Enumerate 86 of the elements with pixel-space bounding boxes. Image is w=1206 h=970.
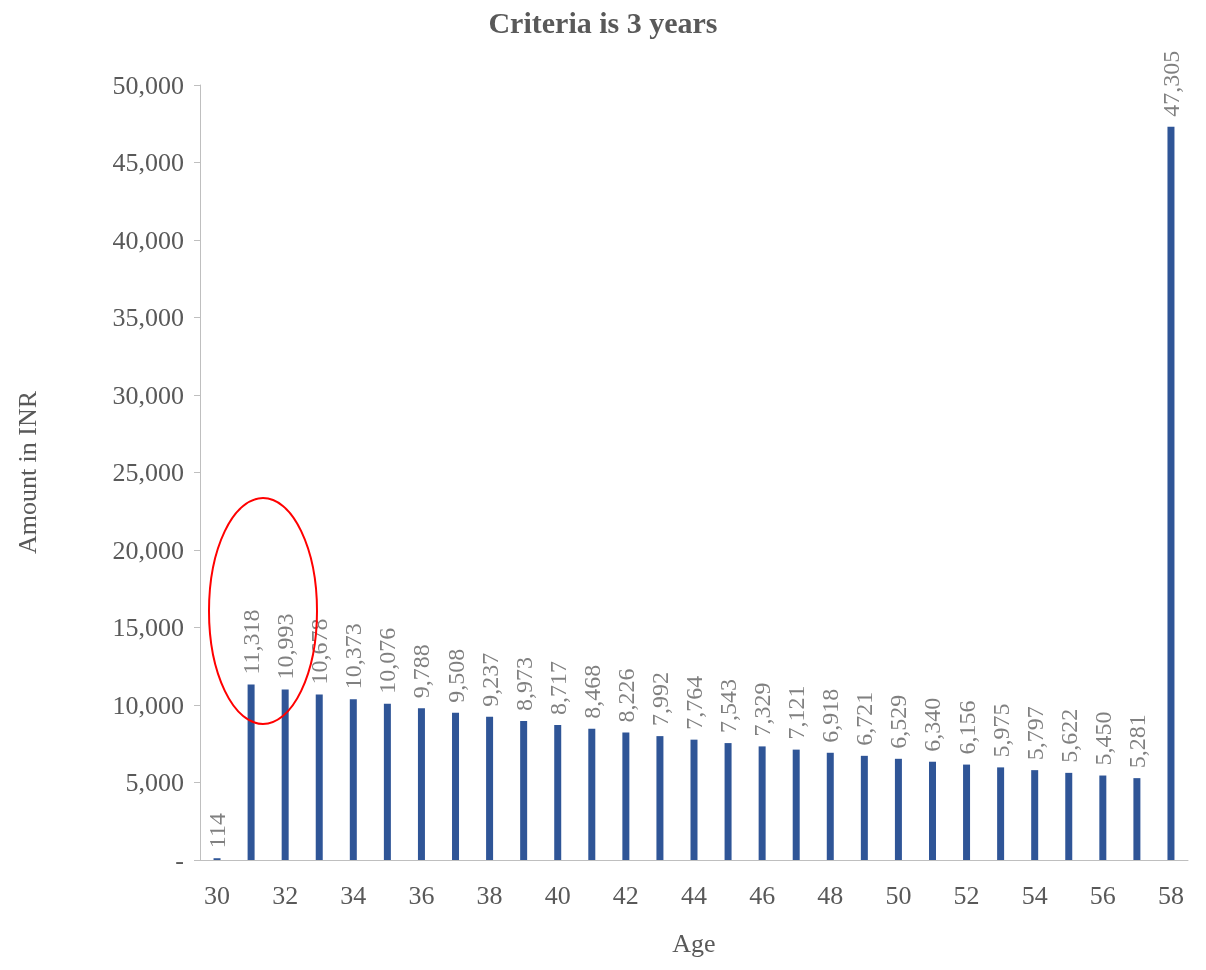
bar [690,739,698,860]
data-label: 8,468 [578,664,605,719]
bar [1167,126,1175,860]
data-label: 9,508 [442,648,469,703]
bar [315,694,323,860]
x-tick-label: 36 [408,880,435,910]
bar [894,758,902,860]
data-label: 6,529 [885,694,912,749]
data-label: 9,788 [408,644,435,699]
y-tick-label: 30,000 [112,380,184,410]
data-label: 7,992 [646,672,673,727]
data-label: 11,318 [238,609,265,675]
data-label: 10,373 [340,623,367,690]
bar [997,767,1005,860]
data-label: 8,973 [510,656,537,711]
x-tick-label: 58 [1157,880,1184,910]
y-tick-label: - [175,845,184,875]
data-label: 6,340 [919,697,946,752]
x-tick-label: 34 [340,880,367,910]
chart-title: Criteria is 3 years [488,5,718,39]
bar [417,708,425,860]
bar [724,743,732,860]
bar [656,736,664,860]
bar [758,746,766,860]
data-label: 6,918 [817,688,844,743]
data-label: 7,543 [715,679,742,734]
x-tick-label: 44 [681,880,707,910]
x-tick-label: 52 [953,880,980,910]
x-tick-label: 30 [204,880,231,910]
bar [792,749,800,860]
bar [554,724,562,860]
data-label: 10,993 [272,613,299,680]
y-tick-label: 5,000 [125,768,184,797]
data-label: 9,237 [476,652,503,707]
x-tick-label: 42 [612,880,639,910]
y-tick-label: 45,000 [112,148,184,177]
bar [247,684,255,860]
bar [826,752,834,860]
bar [452,712,460,860]
data-label: 7,121 [783,685,810,740]
bar [1065,772,1073,860]
y-tick-label: 25,000 [112,458,184,487]
data-label: 8,717 [544,660,571,715]
data-label: 6,721 [851,691,878,746]
x-tick-label: 54 [1021,880,1048,910]
y-axis-title: Amount in INR [12,390,42,555]
x-axis-title: Age [672,928,716,958]
bar [928,761,936,860]
data-label: 7,329 [749,682,776,737]
data-label: 7,764 [681,675,707,730]
bar [1031,770,1039,860]
x-tick-label: 56 [1089,880,1116,910]
y-tick-label: 20,000 [112,535,184,565]
bar [622,732,630,860]
bar [588,728,596,860]
bar [281,689,289,860]
x-tick-label: 40 [544,880,571,910]
bar [963,764,971,860]
y-tick-label: 35,000 [112,303,184,332]
data-label: 114 [204,813,231,849]
data-label: 10,678 [306,618,333,685]
bar [860,755,868,860]
bar [1133,778,1141,860]
x-tick-label: 50 [885,880,912,910]
x-tick-label: 32 [272,880,299,910]
data-label: 5,622 [1055,708,1082,763]
y-tick-label: 10,000 [112,690,184,720]
x-tick-label: 48 [817,880,844,910]
bar [383,703,391,860]
x-tick-label: 38 [476,880,503,910]
data-label: 5,975 [987,703,1014,758]
data-label: 8,226 [612,668,639,723]
data-label: 5,450 [1089,711,1116,766]
data-label: 5,281 [1123,714,1150,769]
data-label: 6,156 [953,700,980,755]
data-label: 5,797 [1021,706,1048,761]
x-tick-label: 46 [749,880,776,910]
bar [349,699,357,860]
bar [1099,775,1107,860]
data-label: 47,305 [1157,50,1184,117]
bar [520,720,528,860]
y-tick-label: 50,000 [112,70,184,100]
y-tick-label: 15,000 [112,613,184,642]
y-tick-label: 40,000 [112,225,184,255]
bar [486,716,494,860]
data-label: 10,076 [374,627,401,694]
